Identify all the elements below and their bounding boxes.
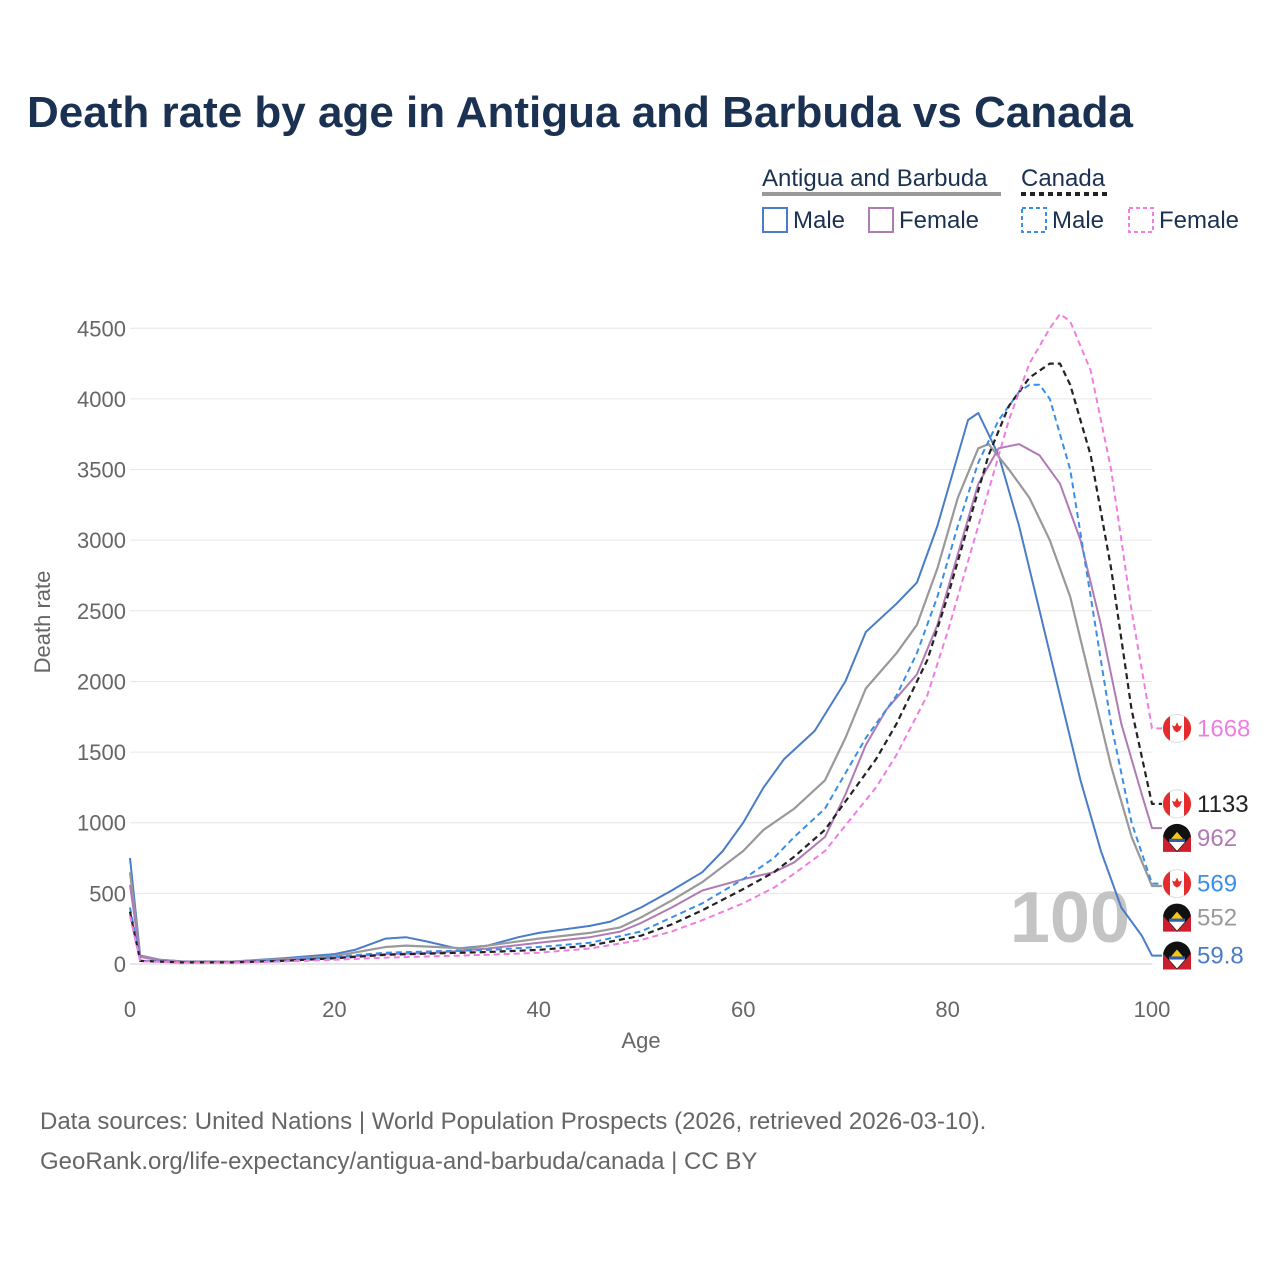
x-tick-label: 100 — [1134, 997, 1171, 1022]
footer-link[interactable]: GeoRank.org/life-expectancy/antigua-and-… — [40, 1148, 758, 1175]
canada-flag-left-band — [1163, 791, 1170, 817]
legend-swatch-canada-male — [1021, 207, 1047, 233]
canada-flag-left-band — [1163, 871, 1170, 896]
legend: Antigua and Barbuda Male Female Canada M… — [762, 165, 1239, 234]
end-value-label: 569 — [1197, 871, 1237, 898]
legend-swatch-antigua-female — [868, 207, 894, 233]
x-tick-label: 80 — [935, 997, 959, 1022]
x-tick-label: 20 — [322, 997, 346, 1022]
end-value-label: 552 — [1197, 905, 1237, 932]
year-watermark: 100 — [1010, 878, 1130, 958]
maple-leaf-icon — [1172, 722, 1182, 733]
canada-flag-left-band — [1163, 716, 1170, 741]
legend-group-canada[interactable]: Canada Male Female — [1021, 165, 1239, 234]
chart-title: Death rate by age in Antigua and Barbuda… — [27, 88, 1133, 137]
end-marker-canada-total: 1133 — [1162, 789, 1249, 819]
legend-group-antigua[interactable]: Antigua and Barbuda Male Female — [762, 165, 1001, 234]
antigua-flag-red — [1163, 915, 1191, 932]
maple-leaf-icon — [1172, 797, 1182, 808]
antigua-flag-sun — [1171, 911, 1183, 919]
series-line-antigua-and-barbuda-total — [128, 443, 1162, 963]
legend-label-antigua-female: Female — [899, 207, 979, 234]
end-value-label: 1668 — [1197, 715, 1250, 742]
axes: 0 500 1000 1500 2000 2500 3000 3500 4000 4500 0 20 4… — [77, 316, 1170, 1022]
antigua-flag-red — [1163, 953, 1191, 970]
y-tick-label: 1500 — [77, 740, 126, 765]
x-tick-label: 60 — [731, 997, 755, 1022]
x-tick-label: 0 — [124, 997, 136, 1022]
series-line-antigua-and-barbuda-male — [129, 412, 1162, 963]
series-lines — [128, 313, 1162, 964]
y-tick-label: 2000 — [77, 669, 126, 694]
antigua-flag-sun — [1171, 949, 1183, 957]
antigua-flag-sun — [1171, 831, 1183, 839]
y-tick-label: 1000 — [77, 811, 126, 836]
series-line-canada-total — [128, 362, 1162, 964]
y-tick-label: 2500 — [77, 599, 126, 624]
chart-plot: 100 050010001500200025003000350040004500… — [30, 313, 1250, 1053]
end-value-label: 1133 — [1197, 791, 1249, 818]
antigua-flag-red — [1163, 835, 1191, 852]
series-line-canada-male — [129, 383, 1162, 964]
legend-label-antigua-male: Male — [793, 207, 845, 234]
legend-label-canada-male: Male — [1052, 207, 1104, 234]
series-line-canada-female — [129, 313, 1162, 964]
x-tick-label: 40 — [527, 997, 551, 1022]
end-marker-antigua-and-barbuda-female: 962 — [1163, 823, 1237, 852]
series-line-antigua-and-barbuda-female — [129, 443, 1162, 963]
legend-group-title-antigua: Antigua and Barbuda — [762, 165, 988, 192]
end-marker-canada-male: 569 — [1162, 869, 1237, 899]
legend-label-canada-female: Female — [1159, 207, 1239, 234]
y-tick-label: 3500 — [77, 458, 126, 483]
legend-swatch-antigua-male — [762, 207, 788, 233]
end-value-label: 59.8 — [1197, 943, 1244, 970]
end-marker-canada-female: 1668 — [1162, 713, 1250, 743]
end-value-label: 962 — [1197, 825, 1237, 852]
antigua-flag-blue — [1169, 956, 1185, 960]
antigua-flag-white — [1169, 841, 1185, 851]
legend-group-title-canada: Canada — [1021, 165, 1106, 192]
y-tick-label: 4500 — [77, 316, 126, 341]
maple-leaf-icon — [1172, 877, 1182, 888]
x-axis-label: Age — [621, 1028, 660, 1053]
legend-swatch-canada-female — [1128, 207, 1154, 233]
antigua-flag-white — [1169, 959, 1185, 969]
end-markers: 1668 1133 962 569 552 59.8 — [1162, 713, 1250, 970]
grid — [130, 327, 1152, 965]
end-marker-antigua-and-barbuda-total: 552 — [1163, 903, 1237, 932]
y-tick-label: 0 — [114, 952, 126, 977]
canada-flag-right-band — [1184, 791, 1191, 817]
antigua-flag-blue — [1169, 918, 1185, 922]
y-axis-label: Death rate — [30, 571, 55, 674]
antigua-flag-white — [1169, 921, 1185, 931]
end-marker-antigua-and-barbuda-male: 59.8 — [1163, 941, 1244, 970]
canada-flag-right-band — [1184, 871, 1191, 896]
y-tick-label: 3000 — [77, 528, 126, 553]
footer-source: Data sources: United Nations | World Pop… — [40, 1108, 987, 1135]
y-tick-label: 500 — [89, 881, 126, 906]
antigua-flag-blue — [1169, 838, 1185, 842]
canada-flag-right-band — [1184, 716, 1191, 741]
y-tick-label: 4000 — [77, 387, 126, 412]
